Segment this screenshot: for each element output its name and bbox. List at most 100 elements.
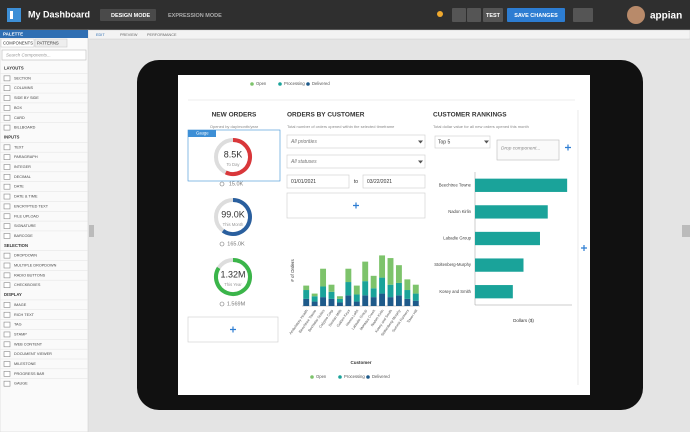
component-icon[interactable]	[3, 124, 11, 131]
palette-item: PROGRESS BAR	[14, 372, 45, 376]
legend-swatch	[250, 82, 254, 86]
y-tick-label: Labadie Group	[443, 236, 471, 241]
section-subtitle: Total number of orders opened within the…	[287, 124, 395, 129]
palette-item: CHECKBOXES	[14, 283, 41, 287]
editor-tab: PREVIEW	[120, 33, 138, 37]
component-icon[interactable]	[3, 95, 11, 101]
legend-swatch	[306, 82, 310, 86]
search-placeholder: Search Components...	[6, 53, 51, 58]
bar-segment	[362, 281, 369, 296]
y-axis-label: # of Orders	[290, 258, 295, 281]
date-from[interactable]	[286, 174, 350, 189]
bar-segment	[336, 302, 343, 306]
test-button[interactable]	[483, 8, 503, 22]
palette-group-title: INPUTS	[4, 135, 20, 140]
component-icon[interactable]	[3, 321, 11, 328]
legend-swatch	[278, 82, 282, 86]
bar	[475, 285, 513, 299]
bar-segment	[320, 297, 327, 306]
bar-segment	[362, 295, 369, 306]
gauge-value: 1.32M	[220, 269, 245, 279]
bar-segment	[404, 279, 411, 291]
section-subtitle: Total dollar value for all new orders op…	[433, 124, 529, 129]
legend-swatch	[310, 375, 314, 379]
plus-icon[interactable]	[353, 202, 359, 209]
undo-button[interactable]	[452, 8, 466, 22]
bar-segment	[395, 295, 402, 306]
component-icon[interactable]	[3, 361, 11, 367]
palette-group-title: LAYOUTS	[4, 66, 24, 71]
legend-label: Open	[256, 81, 267, 86]
component-icon[interactable]	[3, 272, 11, 279]
palette-item: STAMP	[14, 332, 27, 336]
component-icon[interactable]	[3, 311, 11, 318]
palette-item: DROPDOWN	[14, 254, 37, 258]
palette-item: CARD	[14, 116, 25, 120]
component-icon[interactable]	[3, 371, 11, 377]
side-handle	[682, 225, 690, 237]
component-icon[interactable]	[3, 203, 11, 210]
component-icon[interactable]	[3, 223, 11, 229]
bar-segment	[311, 301, 318, 306]
target-icon	[219, 181, 225, 187]
component-icon[interactable]	[3, 105, 11, 111]
bar-segment	[353, 285, 360, 295]
bulb-icon[interactable]	[437, 11, 443, 17]
component-icon[interactable]	[3, 233, 11, 239]
dropdown[interactable]	[286, 134, 426, 149]
plus-icon[interactable]	[230, 326, 236, 333]
component-icon[interactable]	[3, 144, 11, 151]
palette-item: GAUGE	[14, 382, 28, 386]
bar	[475, 205, 548, 219]
legend-label: Open	[316, 374, 327, 379]
legend-swatch	[366, 375, 370, 379]
component-icon[interactable]	[3, 174, 11, 180]
design-mode-button[interactable]	[100, 9, 156, 21]
component-icon[interactable]	[3, 282, 11, 289]
component-icon[interactable]	[3, 114, 11, 121]
target-icon	[219, 241, 225, 247]
section-title: ORDERS BY CUSTOMER	[287, 112, 365, 119]
component-icon[interactable]	[3, 252, 11, 259]
component-icon[interactable]	[3, 380, 11, 387]
component-icon[interactable]	[3, 331, 11, 338]
palette-item: WEB CONTENT	[14, 342, 43, 346]
search-box[interactable]	[1, 49, 87, 61]
component-icon[interactable]	[3, 213, 11, 220]
plus-icon[interactable]	[581, 245, 587, 251]
palette-tab[interactable]	[34, 38, 68, 48]
component-icon[interactable]	[3, 154, 11, 160]
bar-segment	[345, 295, 352, 306]
y-tick-label: Beechtree Towne	[439, 182, 472, 187]
date-to[interactable]	[362, 174, 426, 189]
save-button[interactable]	[507, 8, 565, 22]
gauge-arc	[224, 138, 252, 176]
component-icon[interactable]	[3, 164, 11, 170]
dropdown[interactable]	[286, 154, 426, 169]
avatar[interactable]	[627, 6, 645, 24]
component-icon[interactable]	[3, 351, 11, 357]
test-label: TEST	[486, 13, 501, 19]
dropdown[interactable]	[434, 135, 491, 149]
redo-button[interactable]	[467, 8, 481, 22]
x-axis-label: Customer	[350, 360, 371, 365]
palette-tab[interactable]	[0, 38, 35, 48]
palette-item: RADIO BUTTONS	[14, 273, 46, 277]
drop-zone[interactable]	[496, 139, 560, 161]
component-icon[interactable]	[3, 183, 11, 190]
gauge-caption: This Year	[224, 282, 242, 287]
palette-tab-label: COMPONENTS	[3, 41, 33, 46]
component-icon[interactable]	[3, 85, 11, 91]
gauge-value: 8.5K	[224, 149, 243, 159]
component-icon[interactable]	[3, 302, 11, 308]
component-icon[interactable]	[3, 341, 11, 348]
settings-button[interactable]	[573, 8, 593, 22]
dropdown-value: Top 5	[438, 139, 450, 145]
component-icon[interactable]	[3, 75, 11, 82]
palette-item: RICH TEXT	[14, 313, 35, 317]
component-icon[interactable]	[3, 193, 11, 200]
logo-mark	[10, 11, 13, 19]
plus-icon[interactable]	[565, 144, 571, 151]
section-title: CUSTOMER RANKINGS	[433, 112, 507, 119]
component-icon[interactable]	[3, 262, 11, 269]
